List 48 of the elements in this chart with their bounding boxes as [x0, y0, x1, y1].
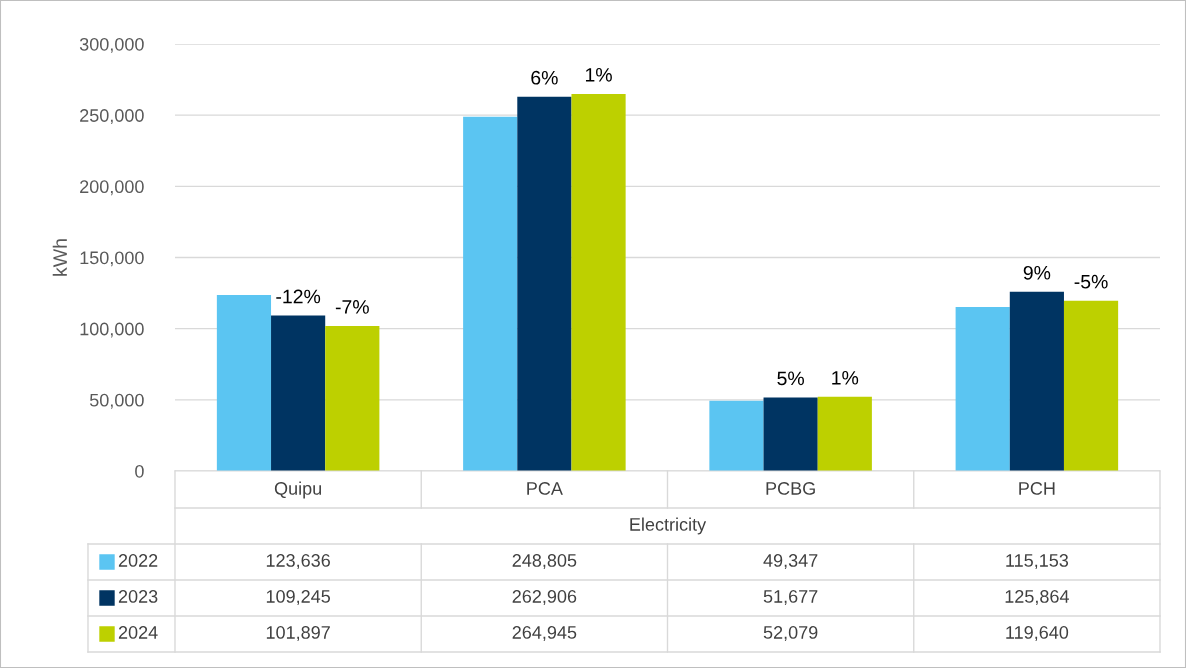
data-label: 262,906	[512, 590, 577, 605]
data-label: 248,805	[512, 554, 577, 569]
y-tick-label: 0	[135, 464, 144, 478]
annotation: 5%	[777, 371, 804, 386]
bar	[517, 96, 572, 471]
x-tick-label: PCA	[527, 482, 563, 495]
annotation: -12%	[276, 289, 321, 304]
bar	[325, 325, 380, 471]
legend-label: 2024	[118, 626, 158, 639]
data-label: 264,945	[512, 626, 577, 641]
y-axis-title: kWh	[52, 239, 67, 276]
data-label: 115,153	[1006, 554, 1069, 569]
bar	[271, 315, 326, 471]
x-axis-title: Electricity	[630, 517, 707, 535]
data-label: 52,079	[763, 626, 818, 641]
data-label: 119,640	[1006, 626, 1069, 641]
y-tick-label: 150,000	[80, 251, 144, 267]
annotation: 1%	[585, 68, 612, 82]
data-label: 125,864	[1005, 590, 1069, 605]
data-label: 49,347	[763, 554, 818, 569]
bar	[817, 396, 872, 471]
data-label: 123,636	[266, 554, 330, 569]
bar	[955, 307, 1010, 471]
bar	[571, 93, 626, 471]
y-tick-label: 250,000	[80, 109, 144, 125]
legend-label: 2022	[118, 554, 158, 567]
bar	[709, 400, 764, 471]
annotation: 6%	[531, 70, 558, 85]
annotation: 9%	[1023, 265, 1051, 280]
legend-label: 2023	[118, 590, 158, 603]
x-tick-label: PCH	[1019, 482, 1055, 495]
x-tick-label: Quipu	[274, 481, 322, 499]
x-tick-label: PCBG	[766, 482, 815, 495]
bar	[216, 295, 272, 471]
bar	[463, 116, 518, 471]
bar	[1009, 291, 1064, 471]
data-label: 109,245	[266, 590, 330, 605]
annotation: -7%	[335, 300, 369, 314]
y-tick-label: 300,000	[79, 37, 144, 53]
y-tick-label: 200,000	[80, 180, 144, 196]
bar	[763, 397, 818, 471]
data-label: 51,677	[763, 590, 818, 605]
annotation: 1%	[832, 371, 859, 385]
data-label: 101,897	[266, 626, 330, 641]
y-tick-label: 50,000	[89, 393, 144, 409]
annotation: -5%	[1074, 274, 1108, 289]
y-tick-label: 100,000	[80, 322, 144, 338]
bar	[1063, 300, 1119, 471]
